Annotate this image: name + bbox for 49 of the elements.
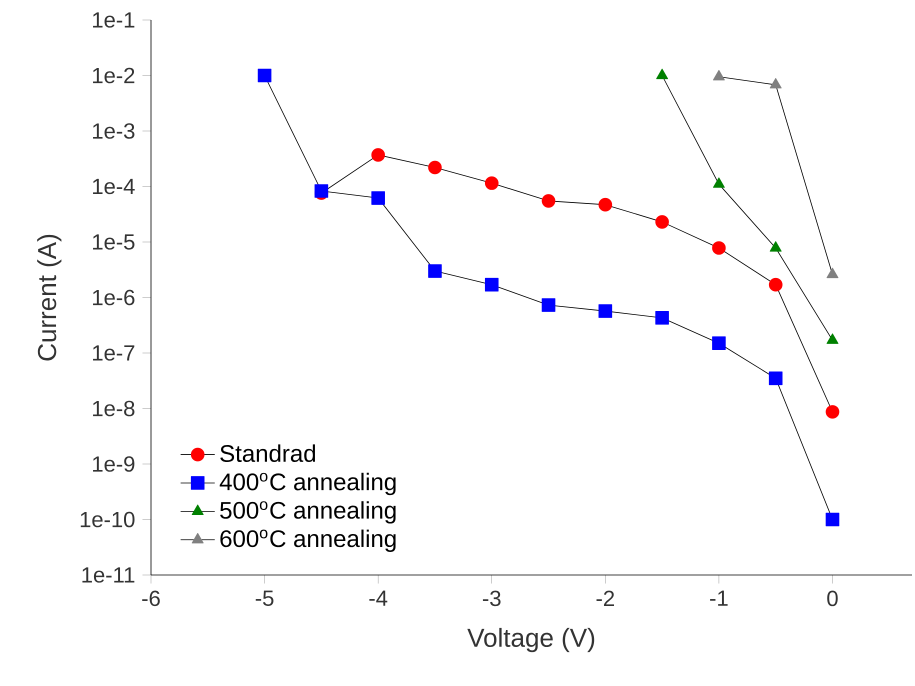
y-tick-label: 1e-7 xyxy=(93,345,134,361)
y-tick-label: 1e-6 xyxy=(93,290,134,306)
point xyxy=(712,336,726,350)
point xyxy=(768,278,782,292)
legend-label: 400$^{o}$C annealing xyxy=(220,472,396,496)
point xyxy=(484,278,499,292)
point xyxy=(598,198,612,212)
point xyxy=(768,372,782,386)
x-tick-label: -4 xyxy=(369,590,388,606)
y-tick-label: 1e-4 xyxy=(93,178,135,194)
point xyxy=(712,177,725,188)
point xyxy=(542,194,556,208)
legend-label: 500$^{o}$C annealing xyxy=(220,501,396,524)
point xyxy=(655,311,669,325)
x-tick-label: -5 xyxy=(256,590,274,606)
point xyxy=(484,176,499,190)
y-tick-label: 1e-9 xyxy=(93,456,134,472)
point xyxy=(428,264,442,278)
point xyxy=(428,160,442,174)
legend-label: 600$^{o}$C annealing xyxy=(220,530,396,552)
point xyxy=(656,68,668,80)
legend-label: Standrad xyxy=(220,444,316,462)
point xyxy=(258,68,272,82)
y-tick-label: 1e-1 xyxy=(93,12,134,28)
point xyxy=(712,70,725,80)
x-tick-label: -2 xyxy=(596,590,614,606)
point xyxy=(712,241,726,255)
y-tick-label: 1e-5 xyxy=(93,234,134,250)
y-tick-label: 1e-3 xyxy=(93,123,134,139)
point xyxy=(826,268,838,278)
point xyxy=(371,148,385,162)
point xyxy=(598,304,612,318)
point xyxy=(655,215,669,229)
x-tick-label: -1 xyxy=(710,590,728,606)
x-tick-label: -6 xyxy=(142,590,160,606)
x-axis-title: Voltage (V) xyxy=(467,628,594,652)
point xyxy=(826,512,840,526)
y-tick-label: 1e-8 xyxy=(93,400,134,416)
point xyxy=(770,241,782,252)
x-tick-label: -3 xyxy=(482,590,501,606)
y-tick-label: 1e-10 xyxy=(80,512,135,528)
point xyxy=(371,191,385,205)
x-tick-label: 0 xyxy=(827,590,838,606)
point xyxy=(542,298,556,312)
y-axis-title: Current (A) xyxy=(37,234,62,360)
point xyxy=(826,405,840,419)
point xyxy=(770,78,782,88)
y-tick-label: 1e-11 xyxy=(82,567,134,583)
y-tick-label: 1e-2 xyxy=(93,68,134,84)
